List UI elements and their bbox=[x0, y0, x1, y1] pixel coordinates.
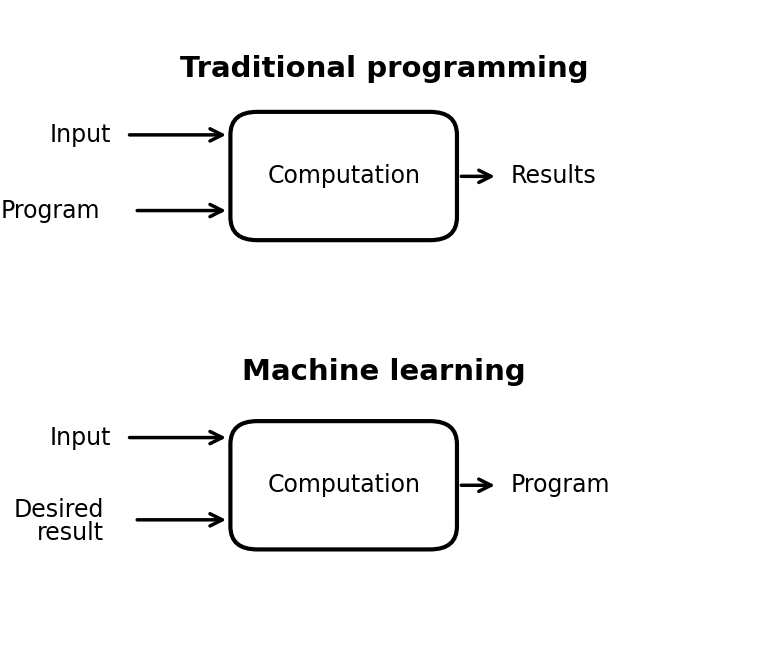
Text: result: result bbox=[37, 521, 104, 545]
Text: Traditional programming: Traditional programming bbox=[180, 55, 588, 83]
Text: Computation: Computation bbox=[267, 164, 420, 188]
Text: Program: Program bbox=[511, 473, 611, 497]
Text: Input: Input bbox=[50, 426, 111, 449]
FancyBboxPatch shape bbox=[230, 112, 457, 240]
Text: Input: Input bbox=[50, 123, 111, 147]
Text: Program: Program bbox=[0, 199, 100, 222]
Text: Machine learning: Machine learning bbox=[242, 358, 526, 386]
FancyBboxPatch shape bbox=[230, 421, 457, 549]
Text: Results: Results bbox=[511, 164, 597, 188]
Text: Computation: Computation bbox=[267, 473, 420, 497]
Text: Desired: Desired bbox=[13, 498, 104, 522]
